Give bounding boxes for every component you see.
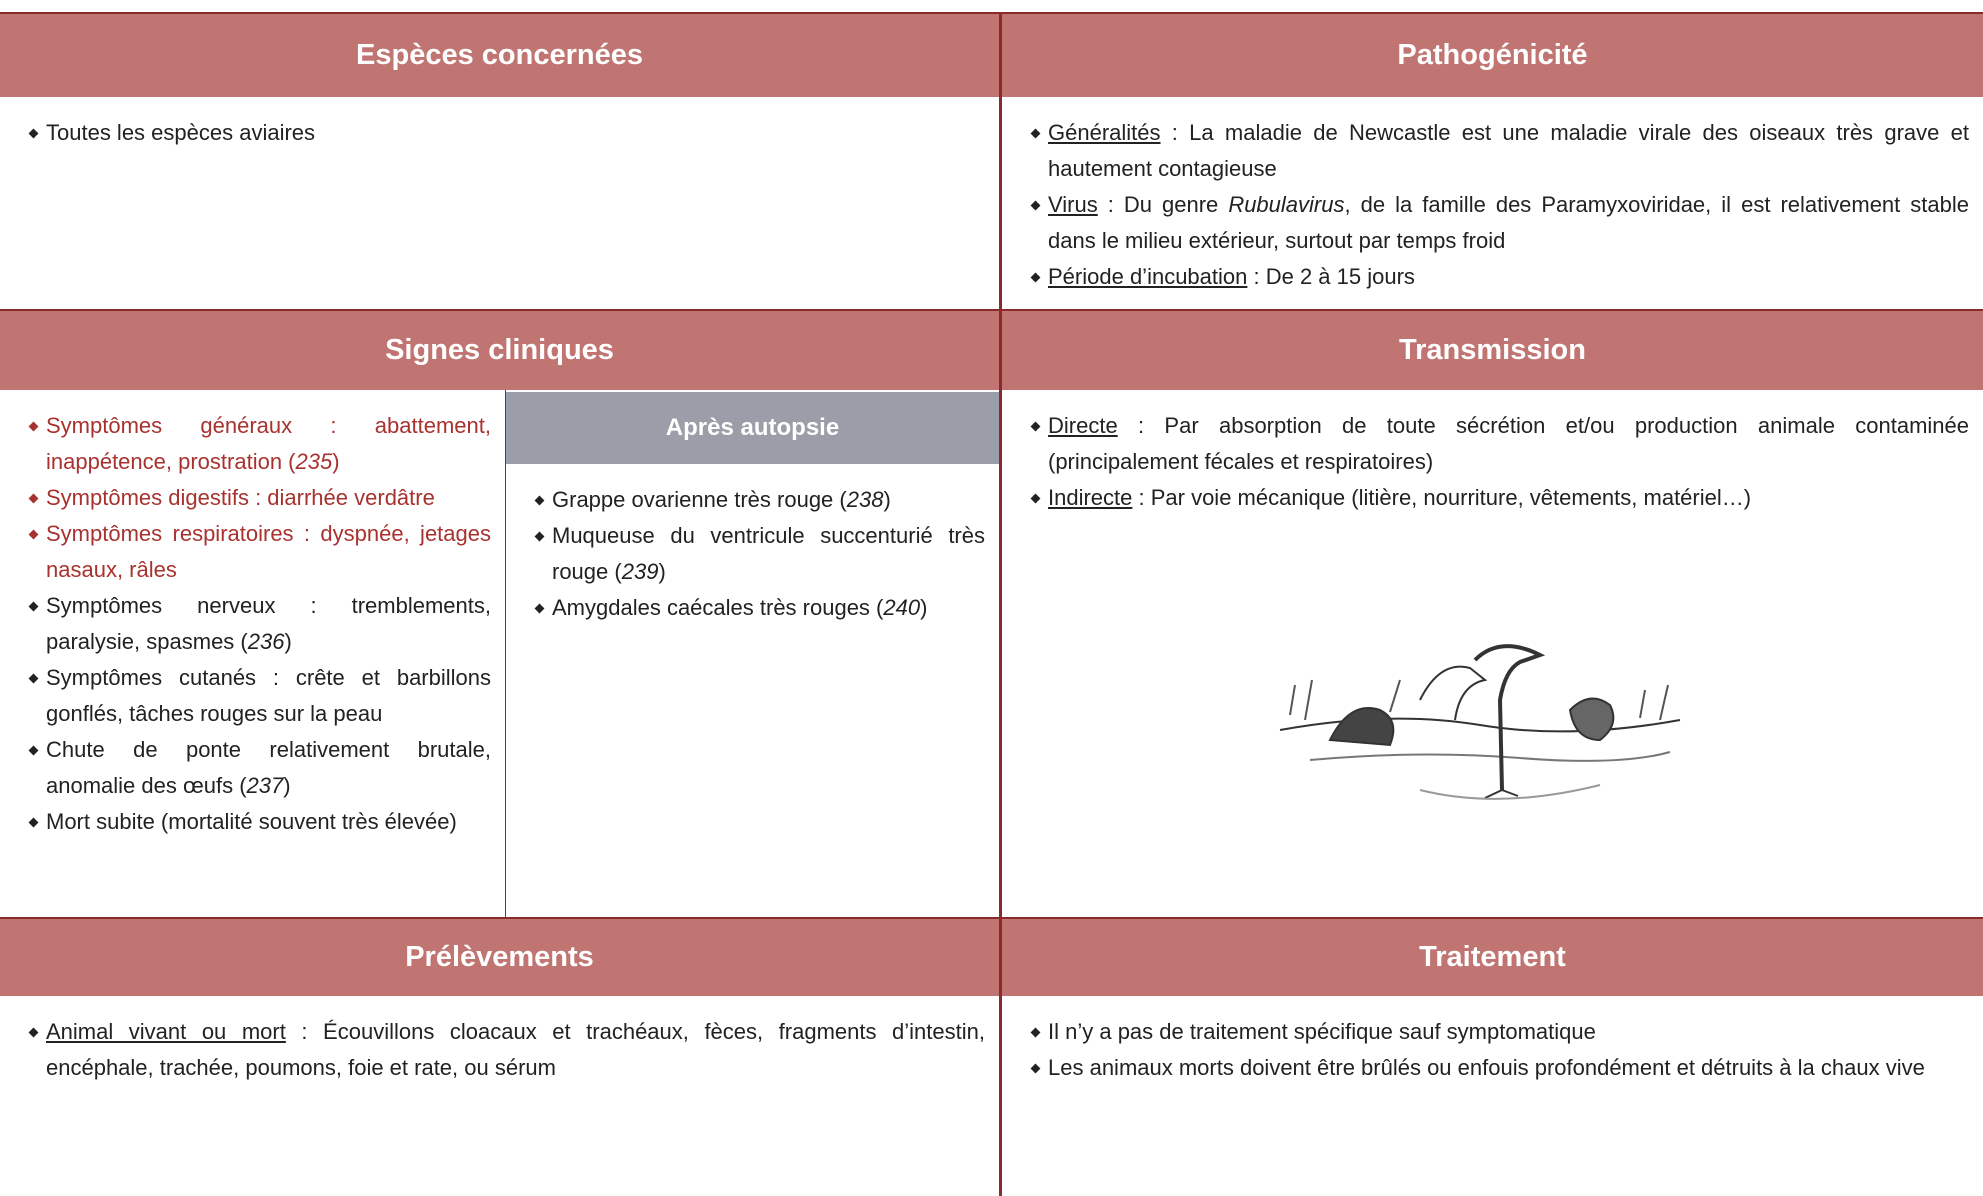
text-run: Indirecte [1048, 485, 1133, 510]
list-item: Amygdales caécales très rouges (240) [532, 590, 985, 626]
text-run: ) [883, 487, 891, 512]
list-item: Il n’y a pas de traitement spécifique sa… [1028, 1014, 1969, 1050]
text-run: 240 [883, 595, 921, 620]
text-run: Muqueuse du ventricule succenturié très … [552, 523, 985, 584]
text-run: : Du genre [1097, 192, 1229, 217]
text-run: Mort subite (mortalité souvent très élev… [46, 809, 457, 834]
section-header: Transmission [1002, 311, 1983, 390]
text-run: Chute de ponte relativement brutale, ano… [46, 737, 491, 798]
text-run: ) [332, 449, 340, 474]
text-run: ) [658, 559, 666, 584]
text-run: Symptômes cutanés : crête et barbillons … [46, 665, 491, 726]
section-body: Toutes les espèces aviaires [0, 97, 999, 309]
text-run: 238 [846, 487, 884, 512]
text-run: Amygdales caécales très rouges ( [552, 595, 884, 620]
text-run: : Par absorption de toute sécrétion et/o… [1048, 413, 1969, 474]
subsection-body: Grappe ovarienne très rouge (238) Muqueus… [506, 464, 999, 917]
section-body: Il n’y a pas de traitement spécifique sa… [1002, 996, 1983, 1196]
text-run: Généralités [1048, 120, 1161, 145]
text-run: 236 [247, 629, 285, 654]
text-run: Directe [1048, 413, 1118, 438]
list-item: Grappe ovarienne très rouge (238) [532, 482, 985, 518]
section-header: Signes cliniques [0, 311, 999, 390]
list-item: Muqueuse du ventricule succenturié très … [532, 518, 985, 590]
section-body: Généralités : La maladie de Newcastle es… [1002, 97, 1983, 309]
row-rule [0, 917, 1983, 919]
text-run: Il n’y a pas de traitement spécifique sa… [1048, 1019, 1596, 1044]
section-header: Espèces concernées [0, 14, 999, 97]
list-item: Symptômes généraux : abattement, inappét… [26, 408, 491, 480]
text-run: Rubulavirus [1228, 192, 1345, 217]
list-item: Symptômes nerveux : tremblements, paraly… [26, 588, 491, 660]
subsection-header: Après autopsie [506, 392, 999, 464]
text-run: 239 [621, 559, 659, 584]
text-run: Période d’incubation [1048, 264, 1248, 289]
text-run: Virus [1048, 192, 1098, 217]
section-body: Symptômes généraux : abattement, inappét… [0, 390, 505, 917]
list-item: Les animaux morts doivent être brûlés ou… [1028, 1050, 1969, 1086]
text-run: : Par voie mécanique (litière, nourritur… [1132, 485, 1752, 510]
text-run: : La maladie de Newcastle est une maladi… [1048, 120, 1969, 181]
section-header: Prélèvements [0, 919, 999, 996]
row-rule [0, 309, 1983, 311]
list-item: Chute de ponte relativement brutale, ano… [26, 732, 491, 804]
list-item: Généralités : La maladie de Newcastle es… [1028, 115, 1969, 187]
list-item: Toutes les espèces aviaires [26, 115, 985, 151]
text-run: Symptômes respiratoires : dyspnée, jetag… [46, 521, 491, 582]
text-run: Animal vivant ou mort [46, 1019, 286, 1044]
column-rule [999, 12, 1002, 1196]
illustration [1279, 644, 1681, 800]
text-run: ) [284, 629, 292, 654]
text-run: Grappe ovarienne très rouge ( [552, 487, 847, 512]
list-item: Virus : Du genre Rubulavirus, de la fami… [1028, 187, 1969, 259]
text-run: Symptômes généraux : abattement, inappét… [46, 413, 491, 474]
list-item: Indirecte : Par voie mécanique (litière,… [1028, 480, 1969, 516]
list-item: Symptômes cutanés : crête et barbillons … [26, 660, 491, 732]
text-run: ) [920, 595, 928, 620]
text-run: : De 2 à 15 jours [1247, 264, 1415, 289]
top-rule [0, 12, 1983, 14]
text-run: ) [283, 773, 291, 798]
text-run: Symptômes digestifs : diarrhée verdâtre [46, 485, 435, 510]
text-run: 235 [295, 449, 333, 474]
text-run: Les animaux morts doivent être brûlés ou… [1048, 1055, 1925, 1080]
list-item: Directe : Par absorption de toute sécrét… [1028, 408, 1969, 480]
section-header: Traitement [1002, 919, 1983, 996]
text-run: Symptômes nerveux : tremblements, paraly… [46, 593, 491, 654]
text-run: Toutes les espèces aviaires [46, 120, 316, 145]
text-run: , de la famille des Paramyxoviridae, il … [1048, 192, 1969, 253]
section-header: Pathogénicité [1002, 14, 1983, 97]
list-item: Animal vivant ou mort : Écouvillons cloa… [26, 1014, 985, 1086]
list-item: Mort subite (mortalité souvent très élev… [26, 804, 491, 840]
list-item: Symptômes digestifs : diarrhée verdâtre [26, 480, 491, 516]
list-item: Symptômes respiratoires : dyspnée, jetag… [26, 516, 491, 588]
text-run: : Écouvillons cloacaux et trachéaux, fèc… [46, 1019, 985, 1080]
sub-column-rule [505, 390, 506, 918]
text-run: 237 [246, 773, 284, 798]
section-body: Directe : Par absorption de toute sécrét… [1002, 390, 1983, 917]
section-body: Animal vivant ou mort : Écouvillons cloa… [0, 996, 999, 1196]
list-item: Période d’incubation : De 2 à 15 jours [1028, 259, 1969, 295]
